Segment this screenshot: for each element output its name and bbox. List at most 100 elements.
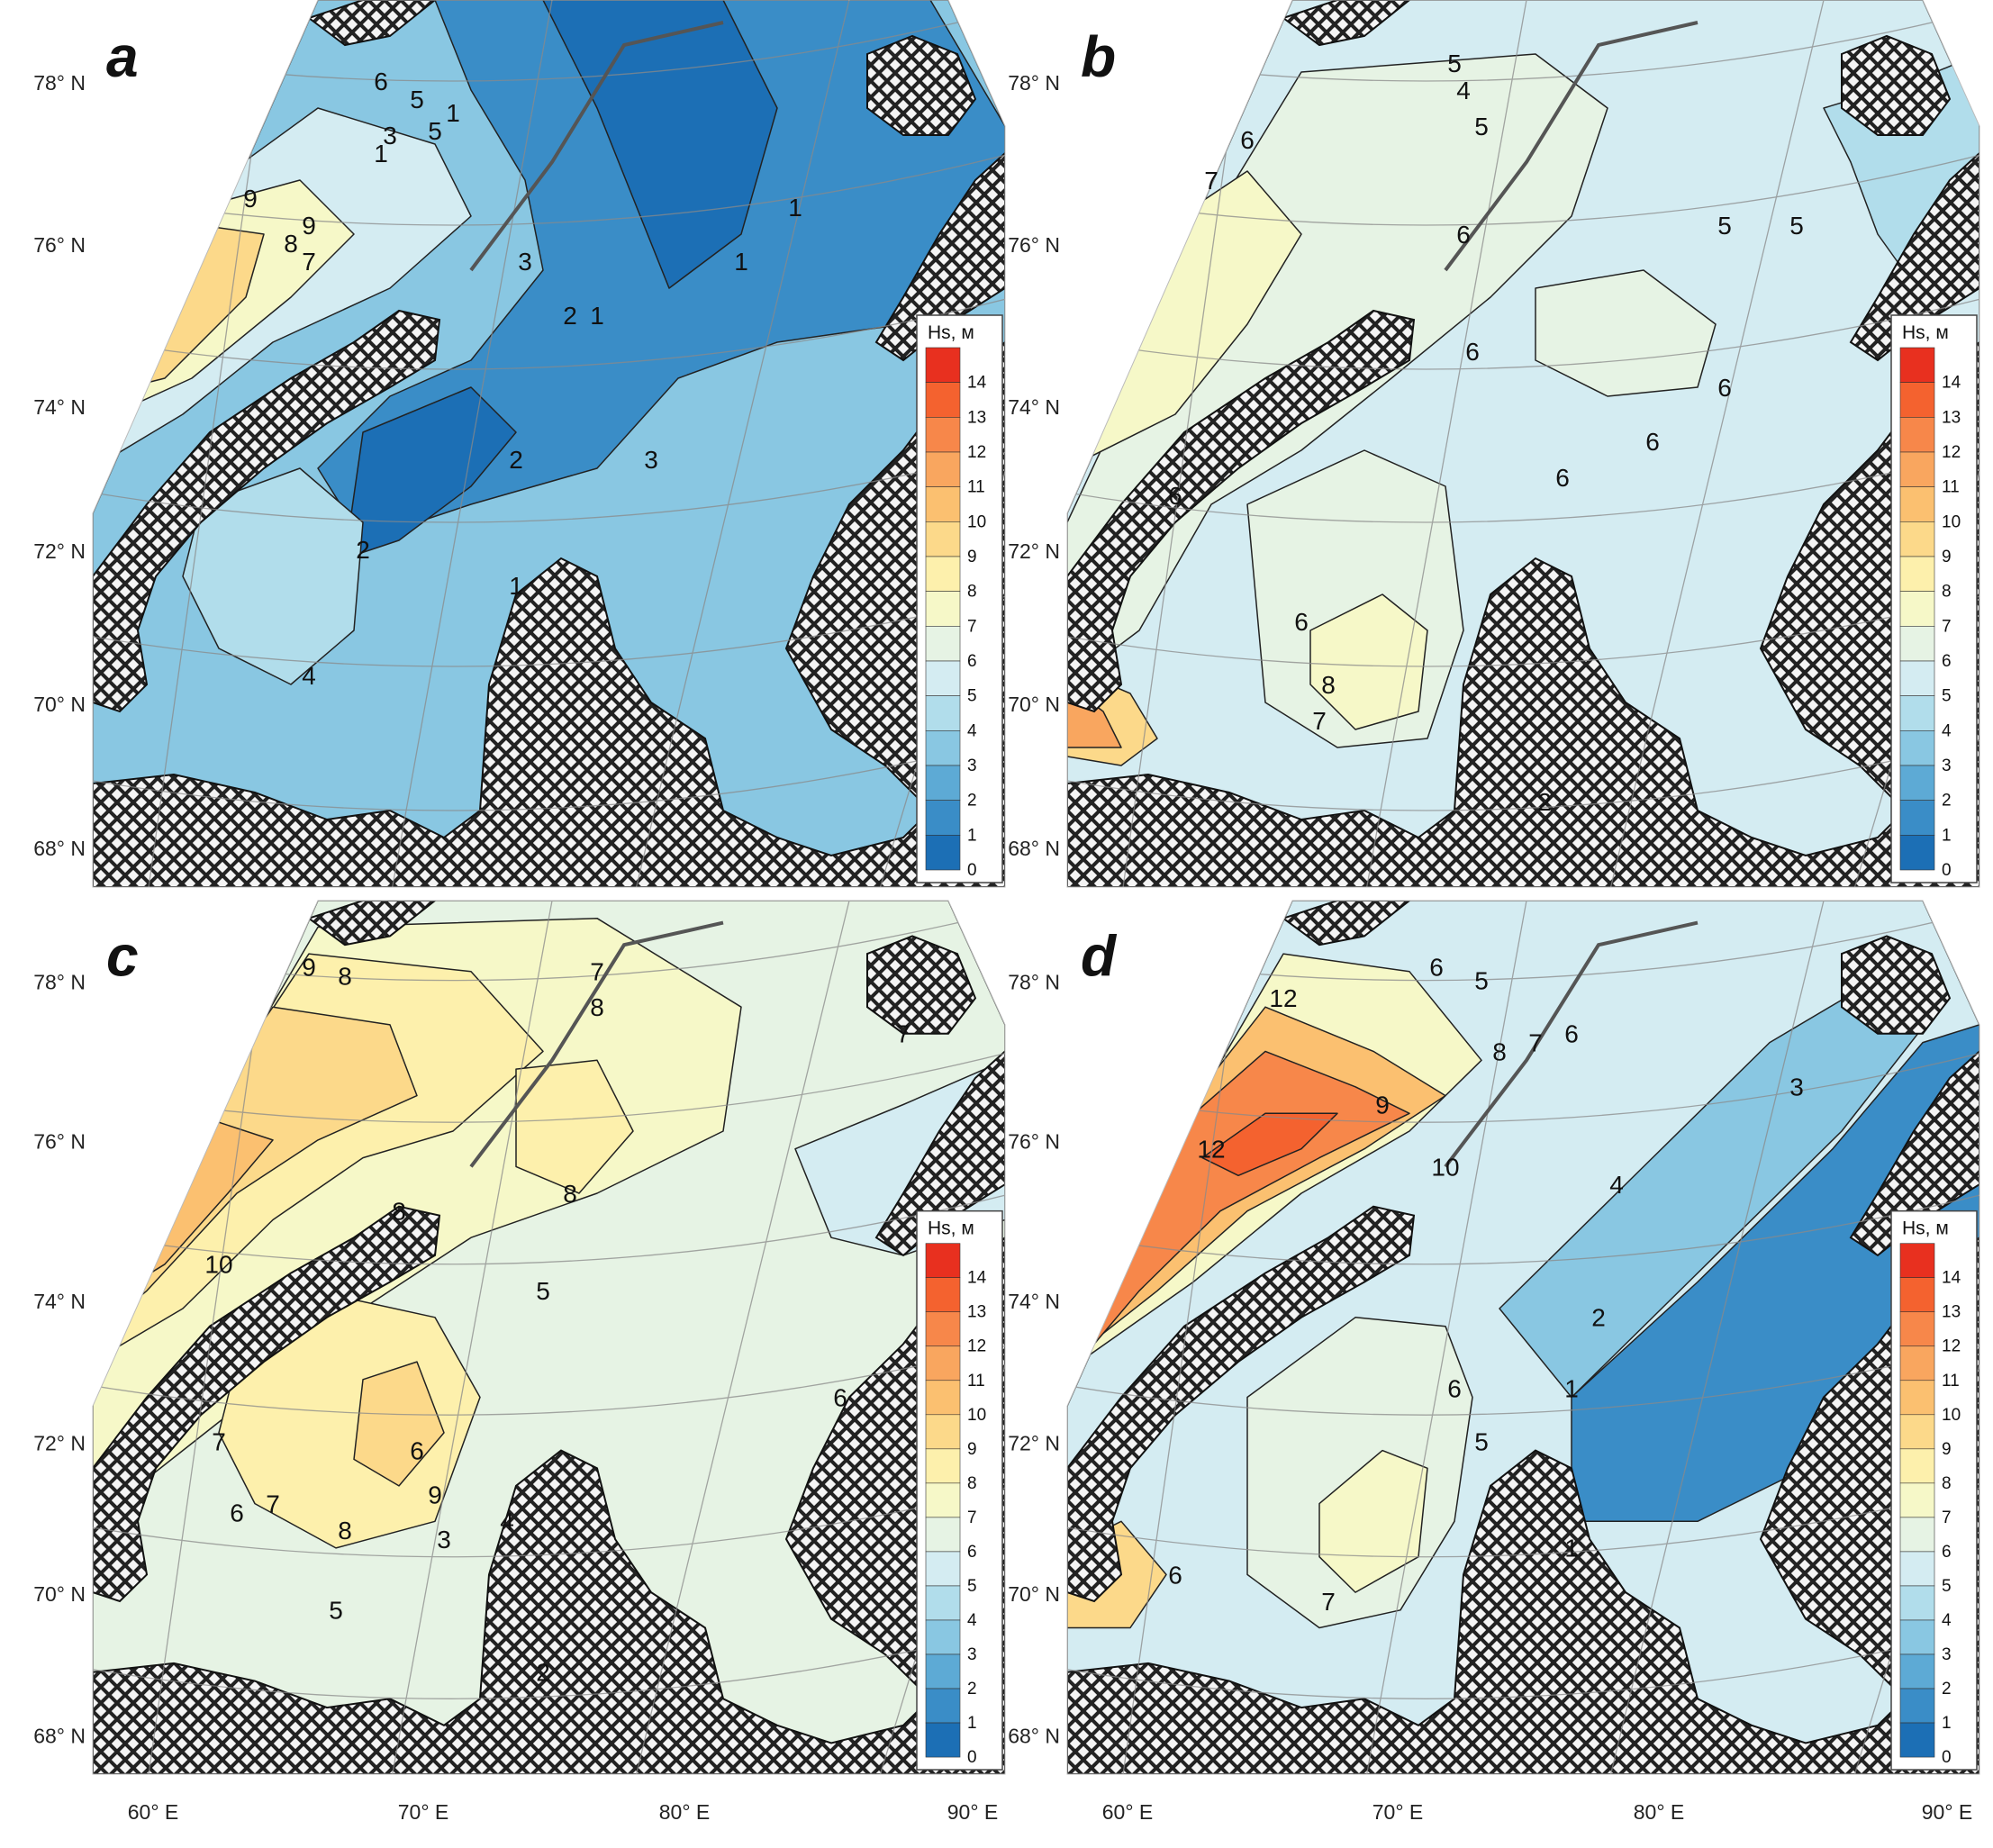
land-mask <box>874 150 1005 362</box>
legend-tick: 0 <box>1942 1748 1952 1767</box>
wave-height-band <box>182 467 364 685</box>
legend-tick: 3 <box>1942 1645 1952 1664</box>
legend-swatch <box>1899 660 1935 696</box>
contour-label: 9 <box>302 954 316 982</box>
legend-tick: 6 <box>1942 1543 1952 1562</box>
panel-letter: b <box>1081 24 1116 89</box>
contour-label: 6 <box>1456 221 1471 249</box>
legend-tick: 14 <box>1942 1269 1961 1288</box>
legend-swatch <box>925 1345 961 1381</box>
contour-label: 2 <box>536 1659 550 1687</box>
contour-label: 1 <box>374 140 388 168</box>
contour-label: 8 <box>1321 671 1336 699</box>
legend-title: Hs, м <box>928 1218 974 1239</box>
legend-tick: 5 <box>1942 1577 1952 1596</box>
land-mask <box>866 34 977 136</box>
latitude-label: 74° N <box>1008 1290 1060 1313</box>
contour-label: 6 <box>1645 428 1660 456</box>
land-mask <box>1841 34 1952 136</box>
wave-height-band <box>93 107 472 505</box>
contour-label: 1 <box>788 194 802 222</box>
panel-letter: c <box>106 924 139 989</box>
contour-label: 3 <box>1789 1073 1804 1101</box>
contour-label: 2 <box>1591 1304 1606 1332</box>
contour-label: 9 <box>243 185 258 213</box>
latitude-label: 74° N <box>1008 395 1060 419</box>
legend-tick: 5 <box>967 687 977 706</box>
contour-label: 1 <box>1564 1374 1579 1402</box>
legend-swatch <box>1899 1585 1935 1621</box>
legend-swatch <box>925 486 961 522</box>
legend-tick: 14 <box>967 1269 987 1288</box>
legend-swatch <box>1899 626 1935 662</box>
legend-tick: 3 <box>967 756 977 775</box>
longitude-label: 90° E <box>1922 1800 1973 1824</box>
land-mask <box>93 1236 1005 1774</box>
contour-label: 2 <box>356 536 370 564</box>
legend-swatch <box>1899 1722 1935 1758</box>
legend-tick: 6 <box>967 1543 977 1562</box>
legend-tick: 3 <box>967 1645 977 1664</box>
longitude-label: 60° E <box>128 1800 179 1824</box>
latitude-label: 76° N <box>1008 233 1060 257</box>
legend-title: Hs, м <box>928 322 974 343</box>
latitude-label: 72° N <box>1008 1432 1060 1455</box>
contour-label: 8 <box>338 963 352 991</box>
contour-label: 9 <box>1375 1091 1390 1119</box>
latitude-label: 78° N <box>1008 71 1060 95</box>
legend-tick: 8 <box>1942 583 1952 602</box>
land-mask <box>93 309 441 713</box>
legend-swatch <box>925 1585 961 1621</box>
land-mask <box>1281 901 1412 947</box>
legend-swatch <box>925 1380 961 1416</box>
legend-swatch <box>1899 1311 1935 1347</box>
contour-label: 1 <box>734 248 748 276</box>
legend-tick: 2 <box>1942 792 1952 811</box>
legend-swatch <box>925 347 961 383</box>
legend-tick: 7 <box>967 1508 977 1527</box>
contour-label: 9 <box>302 212 316 240</box>
legend-tick: 13 <box>1942 1303 1961 1322</box>
legend-tick: 11 <box>1942 478 1960 497</box>
contour-label: 7 <box>1528 1028 1543 1056</box>
contour-label: 5 <box>1474 113 1489 140</box>
legend-swatch <box>1899 1345 1935 1381</box>
contour-label: 6 <box>1564 1020 1579 1048</box>
contour-label: 1 <box>509 572 523 600</box>
legend-tick: 4 <box>1942 721 1952 740</box>
legend-tick: 1 <box>1942 826 1952 845</box>
land-mask <box>874 1049 1005 1257</box>
legend-swatch <box>1899 347 1935 383</box>
latitude-label: 74° N <box>33 395 86 419</box>
legend-tick: 1 <box>967 1714 977 1733</box>
contour-label: 5 <box>1474 966 1489 994</box>
contour-label: 8 <box>590 993 604 1021</box>
legend-swatch <box>925 1277 961 1313</box>
legend-swatch <box>925 1619 961 1655</box>
legend-tick: 3 <box>1942 756 1952 775</box>
contour-label: 8 <box>392 1198 406 1226</box>
latitude-label: 68° N <box>33 837 86 860</box>
longitude-label: 60° E <box>1102 1800 1154 1824</box>
legend-swatch <box>1899 800 1935 836</box>
legend-tick: 11 <box>1942 1372 1960 1391</box>
wave-height-band <box>515 1059 634 1194</box>
latitude-label: 68° N <box>1008 837 1060 860</box>
contour-label: 6 <box>1294 608 1309 636</box>
latitude-label: 78° N <box>1008 970 1060 993</box>
legend-tick: 10 <box>967 512 986 531</box>
land-mask <box>1067 309 1416 713</box>
contour-label: 3 <box>644 446 658 474</box>
latitude-label: 72° N <box>33 539 86 563</box>
legend-swatch <box>925 800 961 836</box>
latitude-label: 78° N <box>33 970 86 993</box>
contour-label: 1 <box>1564 1535 1579 1563</box>
legend-swatch <box>925 1243 961 1278</box>
legend-tick: 5 <box>967 1577 977 1596</box>
contour-label: 5 <box>410 86 424 113</box>
contour-label: 6 <box>374 68 388 95</box>
legend-tick: 1 <box>1942 1714 1952 1733</box>
